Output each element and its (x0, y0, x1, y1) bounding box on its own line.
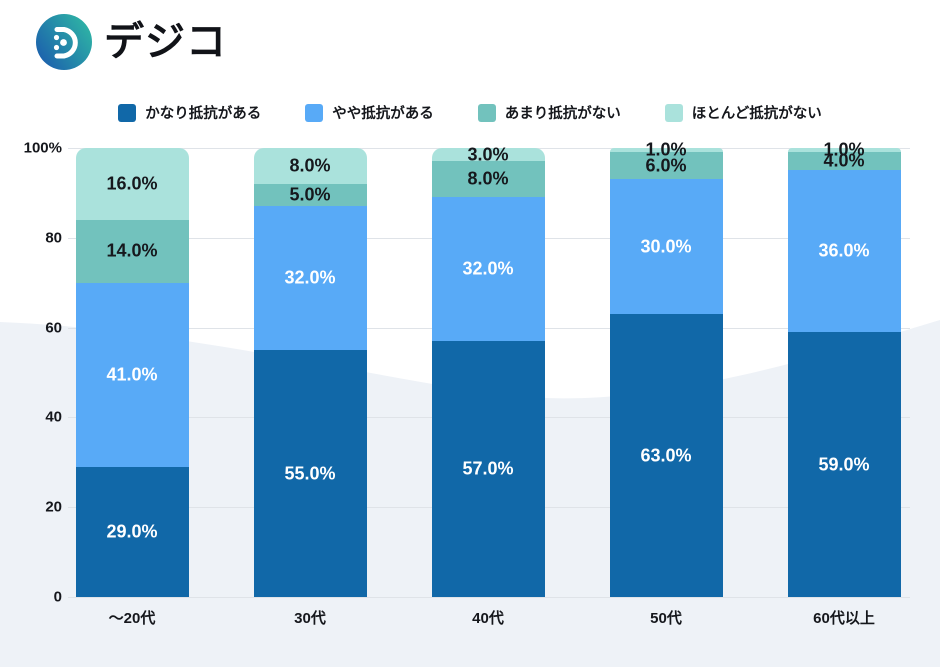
bar: 16.0% 14.0% 41.0% 29.0% (75, 148, 189, 597)
bar-segment (787, 332, 901, 597)
y-axis-label: 40 (45, 408, 62, 426)
logo: デジコ (36, 14, 227, 70)
bar-value-label: 59.0% (818, 454, 870, 475)
bar-value-label: 30.0% (640, 236, 692, 257)
bar-segment (431, 148, 545, 162)
bar: 1.0% 6.0% 30.0% 63.0% (609, 140, 723, 597)
legend-label: かなり抵抗がある (145, 106, 262, 122)
y-axis-label: 100% (23, 139, 62, 157)
bar-segment (253, 350, 367, 597)
x-axis-label: ～20代 (108, 610, 156, 627)
legend-item: ほとんど抵抗がない (664, 102, 822, 123)
y-axis-label: 80 (45, 229, 62, 247)
bar-segment (609, 314, 723, 597)
y-axis-label: 20 (45, 498, 62, 516)
bar-segment (609, 148, 723, 153)
y-axis-label: 0 (53, 588, 62, 606)
legend-label: ほとんど抵抗がない (691, 106, 822, 122)
bar-segment (253, 206, 367, 351)
bar-value-label: 57.0% (462, 458, 514, 479)
bar-segment (75, 466, 189, 597)
bar-value-label: 6.0% (645, 155, 687, 176)
legend-item: やや抵抗がある (305, 102, 434, 123)
bar-value-label: 36.0% (818, 240, 870, 261)
bar-segment (431, 197, 545, 342)
bar-segment (75, 282, 189, 467)
chart-legend: かなり抵抗がある やや抵抗がある あまり抵抗がない ほとんど抵抗がない (0, 102, 940, 123)
bar-value-label: 29.0% (106, 521, 158, 542)
legend-swatch (664, 103, 683, 122)
bar-segment (787, 152, 901, 171)
bar-value-label: 32.0% (462, 258, 514, 279)
bar-segment (75, 219, 189, 283)
legend-swatch (118, 103, 137, 122)
bar: 1.0% 4.0% 36.0% 59.0% (787, 140, 901, 597)
digico-logo-icon (36, 14, 92, 70)
legend-label: あまり抵抗がない (504, 106, 621, 122)
bar: 3.0% 8.0% 32.0% 57.0% (431, 144, 545, 597)
bar-segment (609, 152, 723, 180)
legend-swatch (477, 103, 496, 122)
bar-value-label: 8.0% (467, 168, 509, 189)
bar-segment (787, 170, 901, 333)
bar-value-label: 55.0% (284, 463, 336, 484)
bar-segment (431, 341, 545, 597)
bar-value-label: 41.0% (106, 364, 158, 385)
legend-item: かなり抵抗がある (118, 102, 261, 123)
bar-segment (253, 183, 367, 207)
bar-value-label: 3.0% (467, 144, 509, 165)
legend-item: あまり抵抗がない (477, 102, 621, 123)
bar-value-label: 4.0% (823, 150, 865, 171)
bar-value-label: 14.0% (106, 240, 158, 261)
gridline (68, 597, 910, 598)
bar-value-label: 32.0% (284, 267, 336, 288)
bar-segment (431, 161, 545, 198)
bar-value-label: 1.0% (823, 139, 865, 160)
y-axis-label: 60 (45, 319, 62, 337)
bar-segment (787, 148, 901, 153)
bar-value-label: 5.0% (289, 184, 331, 205)
legend-label: やや抵抗がある (332, 106, 434, 122)
x-axis-label: 40代 (472, 610, 504, 627)
bar-value-label: 1.0% (645, 139, 687, 160)
bar-segment (75, 148, 189, 220)
bar-segment (609, 179, 723, 315)
x-axis-label: 30代 (294, 610, 326, 627)
x-axis-label: 50代 (650, 610, 682, 627)
bar-value-label: 8.0% (289, 155, 331, 176)
x-axis-label: 60代以上 (813, 610, 875, 627)
bar-value-label: 16.0% (106, 173, 158, 194)
bar-value-label: 63.0% (640, 445, 692, 466)
bar-segment (253, 148, 367, 184)
legend-swatch (305, 103, 324, 122)
logo-text: デジコ (104, 20, 227, 64)
bar: 8.0% 5.0% 32.0% 55.0% (253, 148, 367, 597)
